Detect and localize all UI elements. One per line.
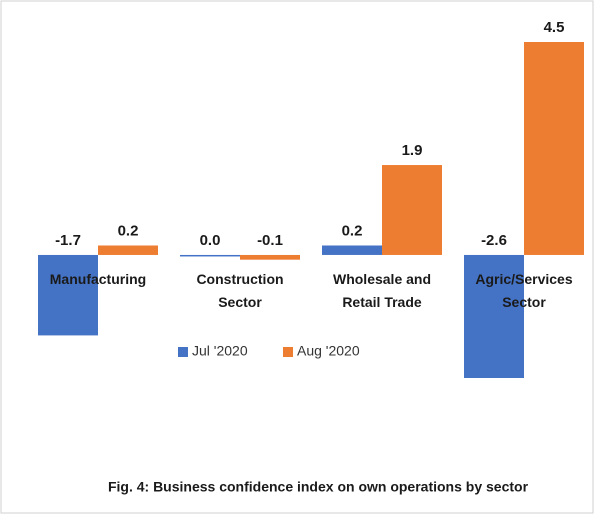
bar xyxy=(38,254,98,336)
category-label: Manufacturing xyxy=(49,270,147,287)
category-label: Wholesale and Retail Trade xyxy=(332,270,432,310)
value-label: 1.9 xyxy=(402,142,423,159)
legend-label: Aug '2020 xyxy=(297,343,360,359)
value-label: 4.5 xyxy=(544,19,565,36)
bar xyxy=(240,254,300,260)
bar xyxy=(464,254,524,378)
value-label: -1.7 xyxy=(55,232,81,249)
bar xyxy=(322,245,382,255)
legend-swatch xyxy=(283,347,293,357)
value-label: 0.2 xyxy=(342,222,363,239)
value-label: -0.1 xyxy=(257,232,283,249)
bar xyxy=(524,42,584,255)
category-label: Agric/Services Sector xyxy=(475,270,573,310)
bar xyxy=(180,254,240,257)
legend-swatch xyxy=(178,347,188,357)
value-label: -2.6 xyxy=(481,232,507,249)
bar xyxy=(382,165,442,255)
category-label: Construction Sector xyxy=(196,270,284,310)
chart-title: Fig. 4: Business confidence index on own… xyxy=(108,479,529,495)
value-label: 0.0 xyxy=(200,232,221,249)
value-label: 0.2 xyxy=(118,222,139,239)
legend-label: Jul '2020 xyxy=(192,343,248,359)
bar xyxy=(98,245,158,255)
